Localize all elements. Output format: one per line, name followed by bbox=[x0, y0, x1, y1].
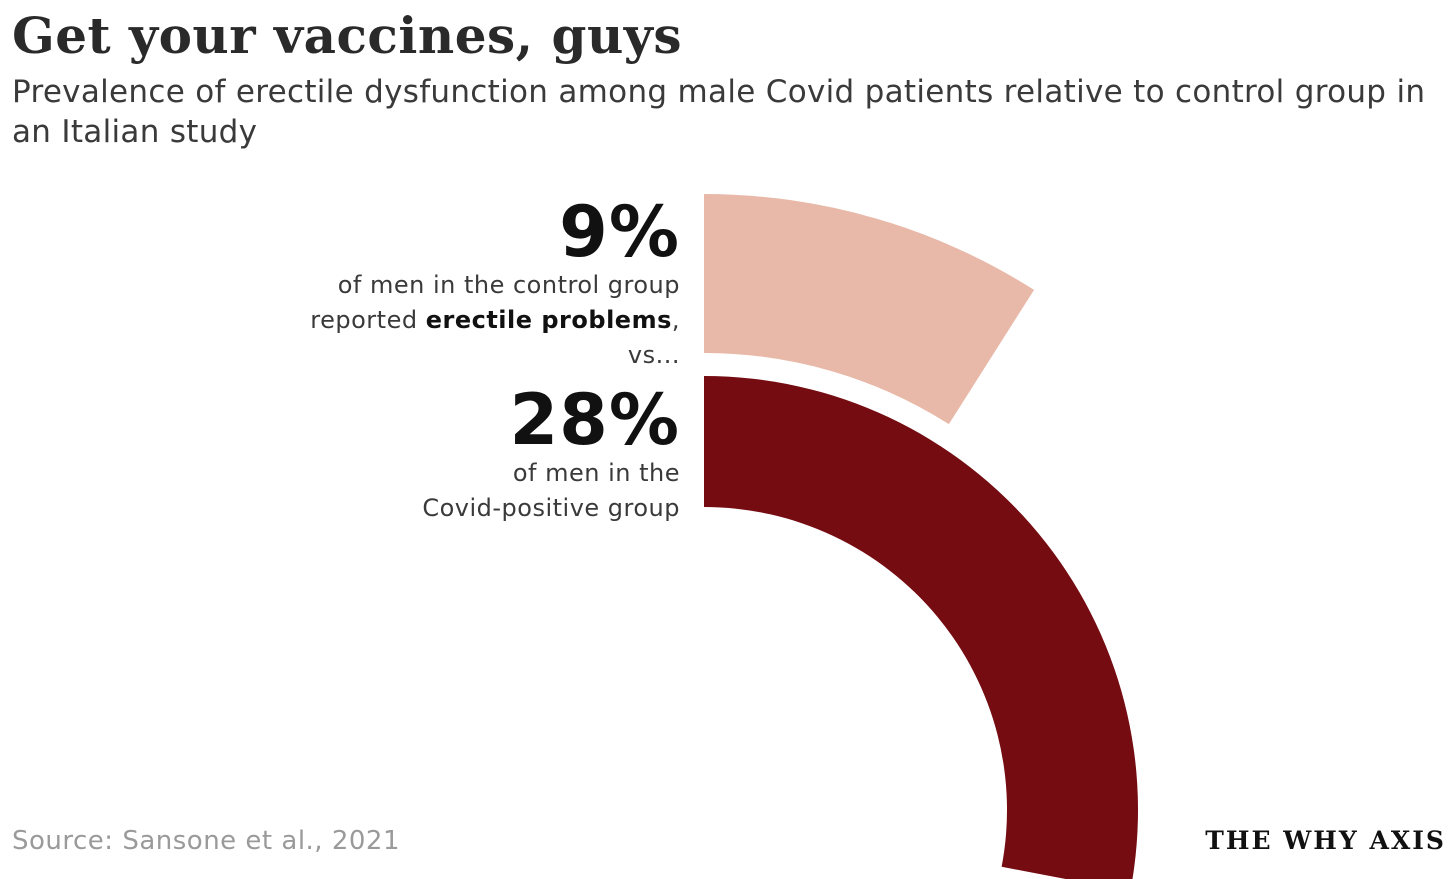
covid-desc-line-1: of men in the bbox=[512, 459, 680, 487]
control-desc-prefix: reported bbox=[310, 306, 426, 334]
arc-control bbox=[704, 194, 1035, 425]
control-desc-suffix: , bbox=[671, 306, 680, 334]
covid-desc-line-2: Covid-positive group bbox=[422, 494, 680, 522]
control-desc-emphasis: erectile problems bbox=[425, 306, 672, 334]
control-desc-line-3: vs... bbox=[627, 341, 680, 369]
source-note: Source: Sansone et al., 2021 bbox=[12, 826, 401, 856]
chart-subtitle: Prevalence of erectile dysfunction among… bbox=[12, 74, 1426, 150]
control-desc-line-1: of men in the control group bbox=[337, 271, 680, 299]
control-annotation: 9% of men in the control group reported … bbox=[310, 196, 680, 373]
chart-title: Get your vaccines, guys bbox=[12, 6, 682, 65]
brand-logo: THE WHY AXIS bbox=[1205, 826, 1446, 855]
control-desc-line-2: reported erectile problems, bbox=[310, 303, 680, 338]
covid-value-label: 28% bbox=[509, 379, 680, 461]
covid-annotation: 28% of men in the Covid-positive group bbox=[422, 384, 680, 526]
arc-covid bbox=[704, 376, 1138, 879]
control-value-label: 9% bbox=[559, 191, 680, 273]
